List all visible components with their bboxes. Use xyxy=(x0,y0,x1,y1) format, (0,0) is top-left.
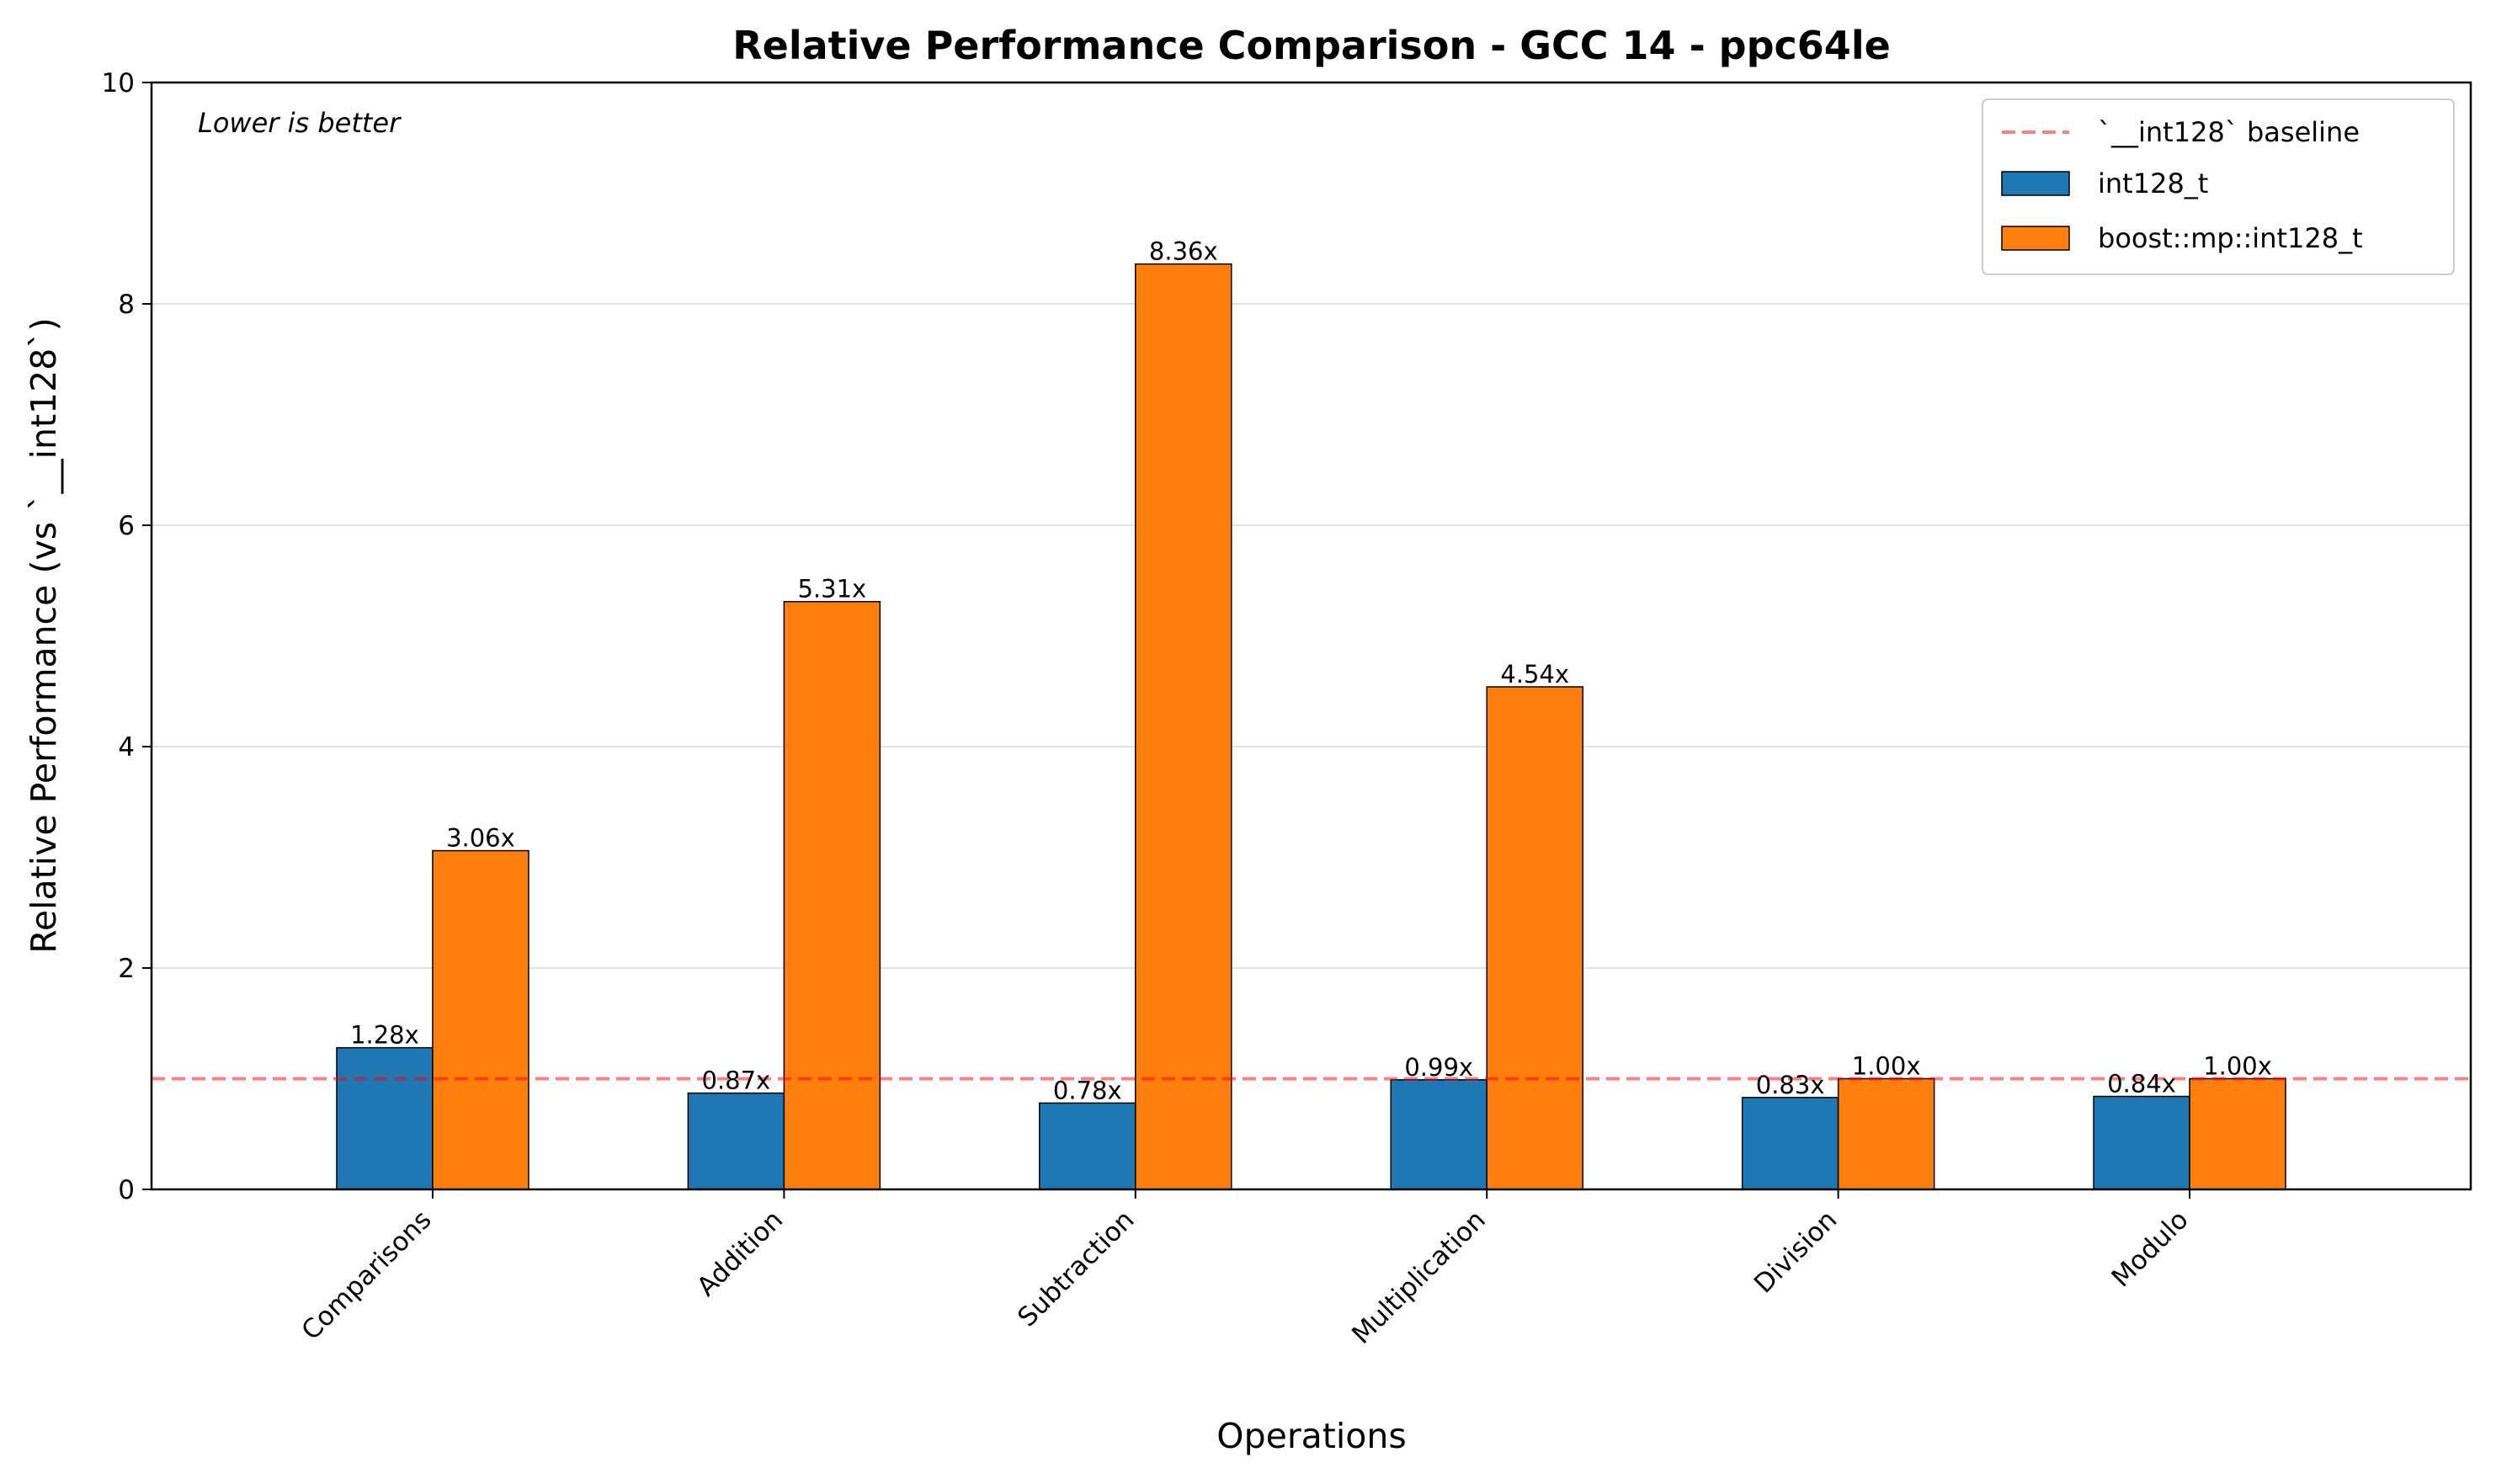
legend-boost-swatch xyxy=(2001,226,2070,251)
bar-boost-division xyxy=(1837,1077,1935,1190)
bar-int128-multiplication xyxy=(1390,1079,1487,1190)
legend-boost-label: boost::mp::int128_t xyxy=(2098,222,2363,254)
y-tick-label: 10 xyxy=(102,68,135,98)
bar-value-label: 0.78x xyxy=(1053,1076,1122,1104)
legend: `__int128` baseline int128_t boost::mp::… xyxy=(1982,98,2455,275)
legend-box xyxy=(1982,98,2455,275)
bar-boost-modulo xyxy=(2189,1077,2286,1190)
legend-baseline-label: `__int128` baseline xyxy=(2098,116,2360,148)
bar-value-label: 1.28x xyxy=(350,1021,419,1050)
y-tick-label: 0 xyxy=(118,1175,135,1205)
plot-frame xyxy=(150,81,2472,1191)
lower-is-better-note: Lower is better xyxy=(198,107,402,139)
legend-int128-label: int128_t xyxy=(2098,168,2208,199)
y-tick-label: 4 xyxy=(118,732,135,763)
y-tick-label: 8 xyxy=(118,290,135,320)
bar-value-label: 0.87x xyxy=(701,1066,770,1095)
y-tick-label: 6 xyxy=(118,511,135,541)
bar-int128-division xyxy=(1741,1097,1839,1190)
chart-title: Relative Performance Comparison - GCC 14… xyxy=(732,23,1891,68)
y-axis-title: Relative Performance (vs `__int128`) xyxy=(24,317,64,954)
bar-int128-modulo xyxy=(2093,1095,2190,1190)
bar-boost-subtraction xyxy=(1135,263,1232,1190)
bar-value-label: 8.36x xyxy=(1149,237,1218,266)
y-axis: 0 2 4 6 8 10 xyxy=(102,68,152,1205)
grid-lines xyxy=(152,303,2471,969)
x-axis-title: Operations xyxy=(1216,1416,1406,1456)
bar-value-label: 3.06x xyxy=(446,824,515,853)
bar-value-label: 0.83x xyxy=(1756,1071,1825,1099)
bar-int128-subtraction xyxy=(1039,1102,1136,1190)
bar-int128-comparisons xyxy=(336,1046,434,1190)
y-tick-label: 2 xyxy=(118,954,135,984)
bar-value-label: 1.00x xyxy=(2203,1052,2272,1081)
bar-value-label: 4.54x xyxy=(1500,660,1569,689)
bar-value-label: 1.00x xyxy=(1852,1052,1921,1081)
bar-value-labels: 1.28x 0.87x 0.78x 0.99x 0.83x 0.84x 3.06x 5.31x… xyxy=(350,237,2272,1105)
bar-int128-addition xyxy=(687,1092,785,1190)
legend-int128-swatch xyxy=(2001,171,2070,196)
bar-value-label: 0.84x xyxy=(2107,1070,2176,1098)
bar-value-label: 0.99x xyxy=(1404,1053,1473,1082)
bar-boost-addition xyxy=(783,600,881,1190)
bar-boost-multiplication xyxy=(1486,686,1583,1190)
bar-boost-comparisons xyxy=(432,849,530,1190)
bar-group xyxy=(336,263,2286,1190)
bar-value-label: 5.31x xyxy=(797,575,866,604)
